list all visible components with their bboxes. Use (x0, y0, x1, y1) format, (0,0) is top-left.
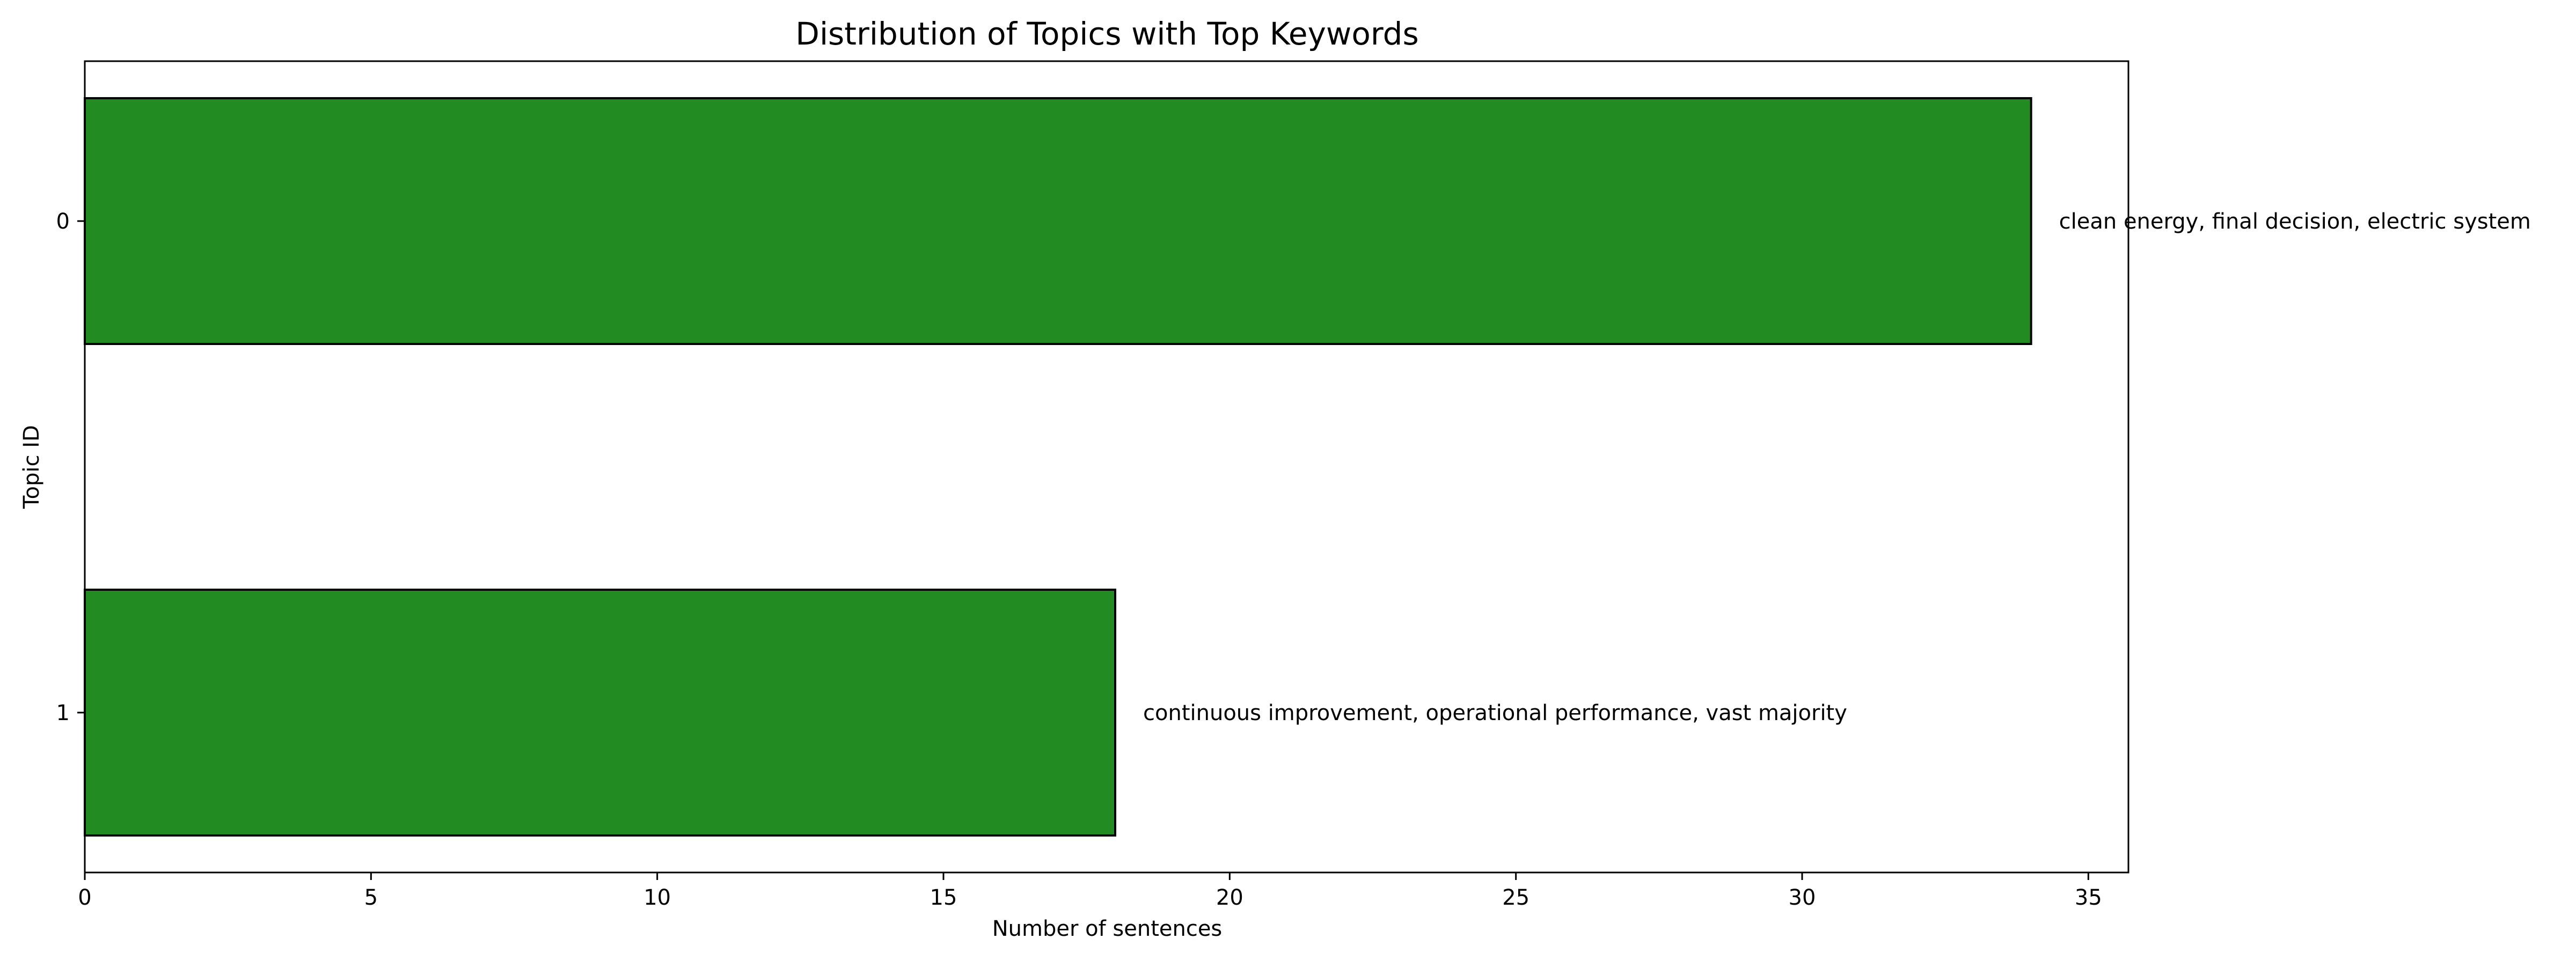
y-tick-label: 0 (56, 209, 70, 234)
x-tick-label: 30 (1789, 885, 1816, 910)
x-tick-label: 35 (2075, 885, 2102, 910)
y-axis-label: Topic ID (19, 425, 44, 509)
bar-topic-1 (84, 589, 1116, 837)
x-tick-label: 15 (930, 885, 957, 910)
x-axis: 0 5 10 15 20 25 30 35 (78, 872, 2102, 910)
x-tick-label: 10 (643, 885, 671, 910)
bar-label-topic-0: clean energy, final decision, electric s… (2059, 209, 2531, 234)
plot-frame (84, 60, 2129, 874)
bar-topic-0 (84, 97, 2032, 345)
bars-layer (84, 97, 2032, 837)
x-tick-label: 5 (364, 885, 378, 910)
x-axis-label: Number of sentences (992, 916, 1223, 941)
x-tick-label: 25 (1502, 885, 1529, 910)
x-tick-label: 20 (1216, 885, 1243, 910)
chart-title: Distribution of Topics with Top Keywords (795, 16, 1418, 52)
bar-labels-layer: clean energy, final decision, electric s… (1143, 209, 2531, 725)
y-tick-label: 1 (56, 701, 70, 725)
x-tick-label: 0 (78, 885, 91, 910)
bar-label-topic-1: continuous improvement, operational perf… (1143, 701, 1847, 725)
y-axis: 01 (56, 209, 85, 725)
